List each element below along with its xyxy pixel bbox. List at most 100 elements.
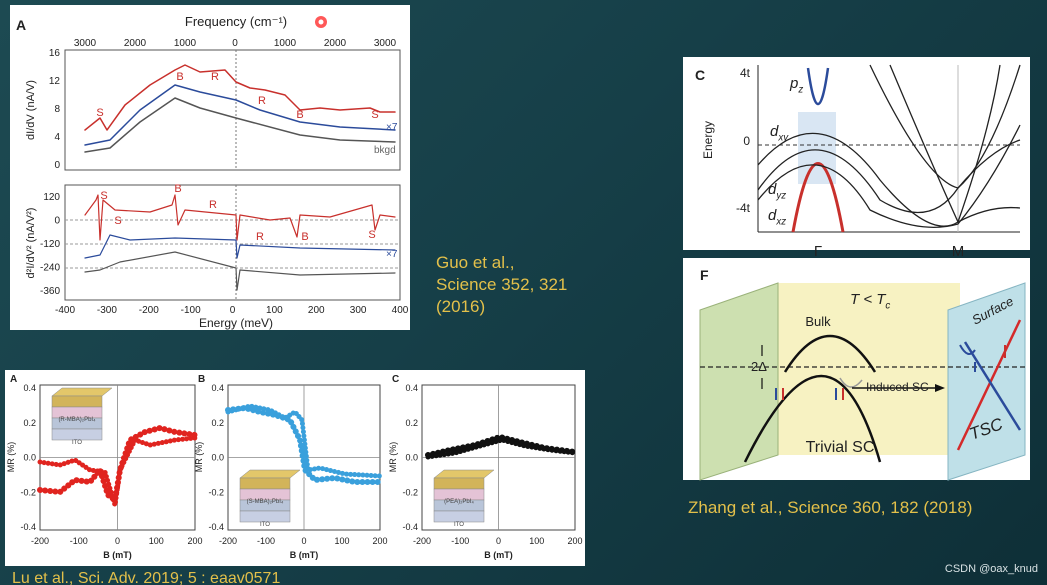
annotation: S (100, 190, 107, 202)
orbital-label-sub: xy (777, 133, 789, 144)
y-tick-label: -0.4 (20, 522, 36, 532)
y-tick-label: 0.0 (405, 453, 418, 463)
y-tick-label: -360 (40, 286, 60, 297)
inset-label: ITO (72, 440, 82, 446)
inset-label: (R-MBA)₂PbI₄ (58, 417, 96, 423)
y-tick-label: -0.2 (402, 487, 418, 497)
bkgd-label: bkgd (374, 145, 396, 156)
scale-note: ×7 (386, 249, 398, 260)
curve-gray (84, 97, 396, 153)
x-tick-label: -200 (219, 536, 237, 546)
band (869, 64, 1021, 189)
y-tick-label: -240 (40, 263, 60, 274)
x-tick-label: 100 (334, 536, 349, 546)
inset-top (51, 387, 113, 397)
condition-label: T < Tc (850, 291, 890, 312)
scale-note: ×7 (386, 122, 398, 133)
band (757, 139, 1021, 214)
surface-red (956, 319, 1022, 451)
mr-trace (37, 435, 198, 508)
x-tick-label: 300 (350, 305, 367, 316)
inset-layer (239, 510, 291, 523)
x-tick-label: 100 (529, 536, 544, 546)
orbital-label-main: d (770, 123, 779, 140)
panel-letter: A (16, 17, 26, 33)
y-tick-label: -0.4 (402, 522, 418, 532)
annotation: S (114, 215, 121, 227)
x-tick-label: 0 (301, 536, 306, 546)
y-tick-label: 12 (49, 76, 61, 87)
x-tick-label: 200 (187, 536, 202, 546)
cursor-dot-center (318, 19, 324, 25)
bulk-region (778, 283, 960, 455)
x-axis-label: B (mT) (103, 550, 132, 560)
panel-letter: C (392, 374, 399, 385)
y-tick-label: 0.4 (405, 383, 418, 393)
orbital-label: pz (789, 75, 803, 96)
x-tick-label: 0 (230, 305, 236, 316)
y-tick-label: 0.0 (23, 453, 36, 463)
citation: Guo et al., (436, 253, 514, 272)
orbital-label-sub: z (797, 85, 803, 96)
y-tick-label: 0.4 (23, 383, 36, 393)
x-tick-label: -200 (413, 536, 431, 546)
surface-arc (959, 344, 976, 355)
inset-label: (PEA)₂PbI₄ (444, 499, 474, 505)
annotation: S (96, 107, 103, 119)
y-axis-label: MR (%) (6, 442, 16, 473)
condition-label-main: T < T (850, 291, 887, 308)
annotation: R (211, 71, 219, 83)
citation: Lu et al., Sci. Adv. 2019; 5 : eaav0571 (12, 570, 280, 585)
orbital-label-sub: yz (775, 191, 786, 202)
inset-layer (433, 477, 485, 490)
inset-top (239, 469, 301, 479)
x-tick-label: 100 (266, 305, 283, 316)
orbital-label-sub: xz (775, 217, 786, 228)
annotation: B (176, 71, 183, 83)
x-tick-label: -300 (97, 305, 117, 316)
x-tick-label: 100 (149, 536, 164, 546)
inset-layer (433, 510, 485, 523)
mr-trace (225, 403, 383, 479)
highlight-band (798, 112, 836, 184)
top-tick-label: 3000 (374, 38, 397, 49)
inset-label: ITO (260, 522, 270, 528)
x-tick-label: 0 (115, 536, 120, 546)
x-tick-label: -100 (181, 305, 201, 316)
bulk-band (783, 334, 877, 373)
y-tick-label: 0.2 (23, 418, 36, 428)
x-tick-label: 0 (496, 536, 501, 546)
panel-letter: A (10, 374, 17, 385)
x-tick-label: 200 (372, 536, 387, 546)
x-tick-label: -200 (31, 536, 49, 546)
y-tick-label: -0.2 (208, 487, 224, 497)
y-tick-label: 8 (54, 104, 60, 115)
panel-letter: C (695, 67, 705, 83)
top-tick-label: 2000 (124, 38, 147, 49)
bulk-label: Bulk (805, 314, 831, 329)
x-axis-label: B (mT) (484, 550, 513, 560)
annotation: R (258, 95, 266, 107)
band-pz (806, 67, 830, 105)
curve-red (84, 194, 396, 241)
trivial-band (743, 374, 882, 463)
orbital-label-main: p (789, 75, 798, 92)
inset-layer (239, 477, 291, 490)
annotation: S (368, 229, 375, 241)
y-axis-label: d²I/dV² (nA/V²) (25, 208, 37, 279)
x-tick-label: M (952, 243, 965, 260)
y-tick-label: -120 (40, 239, 60, 250)
curve-blue (84, 234, 396, 259)
annotation: R (256, 231, 264, 243)
band (889, 64, 1001, 224)
y-tick-label: -4t (736, 201, 751, 215)
orbital-label: dyz (768, 181, 786, 202)
y-tick-label: 0.2 (211, 418, 224, 428)
x-tick-label: -200 (139, 305, 159, 316)
plot-frame (64, 49, 401, 171)
y-tick-label: -0.2 (20, 487, 36, 497)
y-tick-label: 0 (54, 216, 60, 227)
x-tick-label: 200 (567, 536, 582, 546)
orbital-label-main: d (768, 207, 777, 224)
